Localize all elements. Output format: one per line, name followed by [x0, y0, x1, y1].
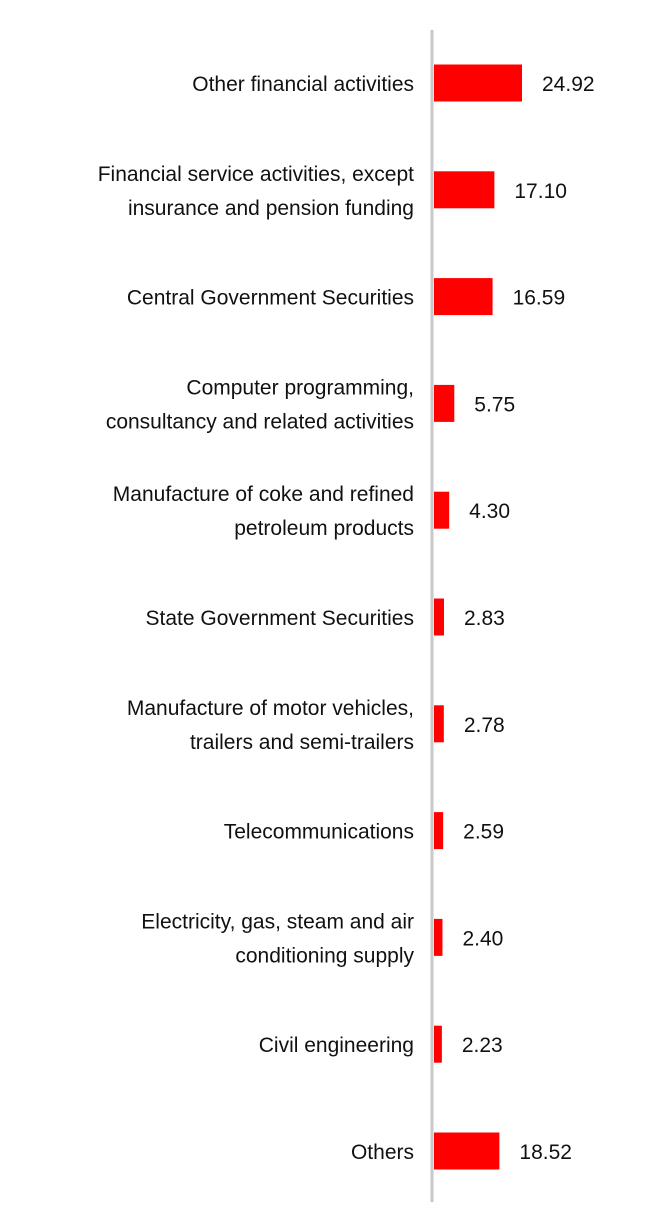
category-label: Central Government Securities: [127, 287, 414, 310]
value-label: 5.75: [474, 393, 515, 416]
category-label: Manufacture of coke and refined petroleum…: [113, 483, 414, 540]
category-label-line: conditioning supply: [235, 944, 414, 967]
value-label: 17.10: [514, 180, 567, 203]
category-label-line: Electricity, gas, steam and air: [141, 910, 414, 933]
category-label: Civil engineering: [259, 1034, 414, 1057]
category-label-line: insurance and pension funding: [128, 197, 414, 220]
category-label-line: Computer programming,: [186, 376, 414, 399]
category-label-line: consultancy and related activities: [106, 410, 414, 433]
category-label-line: Telecommunications: [224, 821, 414, 844]
bars-group: [434, 64, 522, 1170]
value-label: 18.52: [519, 1141, 572, 1164]
bar: [434, 705, 444, 743]
bar: [434, 598, 444, 636]
category-label-line: Manufacture of motor vehicles,: [127, 697, 414, 720]
category-label: Financial service activities, except insu…: [98, 163, 414, 220]
category-label: Others: [351, 1141, 414, 1164]
value-label: 2.83: [464, 607, 505, 630]
value-label: 24.92: [542, 73, 595, 96]
bar: [434, 1132, 500, 1170]
category-label-line: State Government Securities: [146, 607, 414, 630]
bar: [434, 64, 522, 102]
category-label-line: Others: [351, 1141, 414, 1164]
bar: [434, 918, 443, 956]
category-label-line: trailers and semi-trailers: [190, 731, 414, 754]
bar: [434, 1025, 442, 1063]
category-label-line: petroleum products: [234, 517, 414, 540]
value-label: 2.78: [464, 714, 505, 737]
value-label: 2.40: [462, 927, 503, 950]
category-label-line: Other financial activities: [192, 73, 414, 96]
value-label: 16.59: [513, 287, 566, 310]
category-label: Telecommunications: [224, 821, 414, 844]
category-label: Manufacture of motor vehicles, trailers a…: [127, 697, 414, 754]
category-label-line: Financial service activities, except: [98, 163, 414, 186]
value-labels-group: 24.92 17.10 16.59 5.75 4.30 2.83 2.78 2.59 2.40 2…: [462, 73, 595, 1164]
bar: [434, 384, 455, 422]
bar: [434, 278, 493, 316]
category-label-line: Civil engineering: [259, 1034, 414, 1057]
category-label-line: Central Government Securities: [127, 287, 414, 310]
value-label: 2.59: [463, 821, 504, 844]
category-label-line: Manufacture of coke and refined: [113, 483, 414, 506]
category-label: Other financial activities: [192, 73, 414, 96]
category-label: Electricity, gas, steam and air condition…: [141, 910, 414, 967]
value-label: 2.23: [462, 1034, 503, 1057]
bar: [434, 812, 444, 850]
bar: [434, 171, 495, 209]
bar: [434, 491, 450, 529]
value-label: 4.30: [469, 500, 510, 523]
category-label: Computer programming, consultancy and rel…: [106, 376, 414, 433]
category-label: State Government Securities: [146, 607, 414, 630]
category-labels-group: Other financial activities Financial serv…: [98, 73, 415, 1164]
